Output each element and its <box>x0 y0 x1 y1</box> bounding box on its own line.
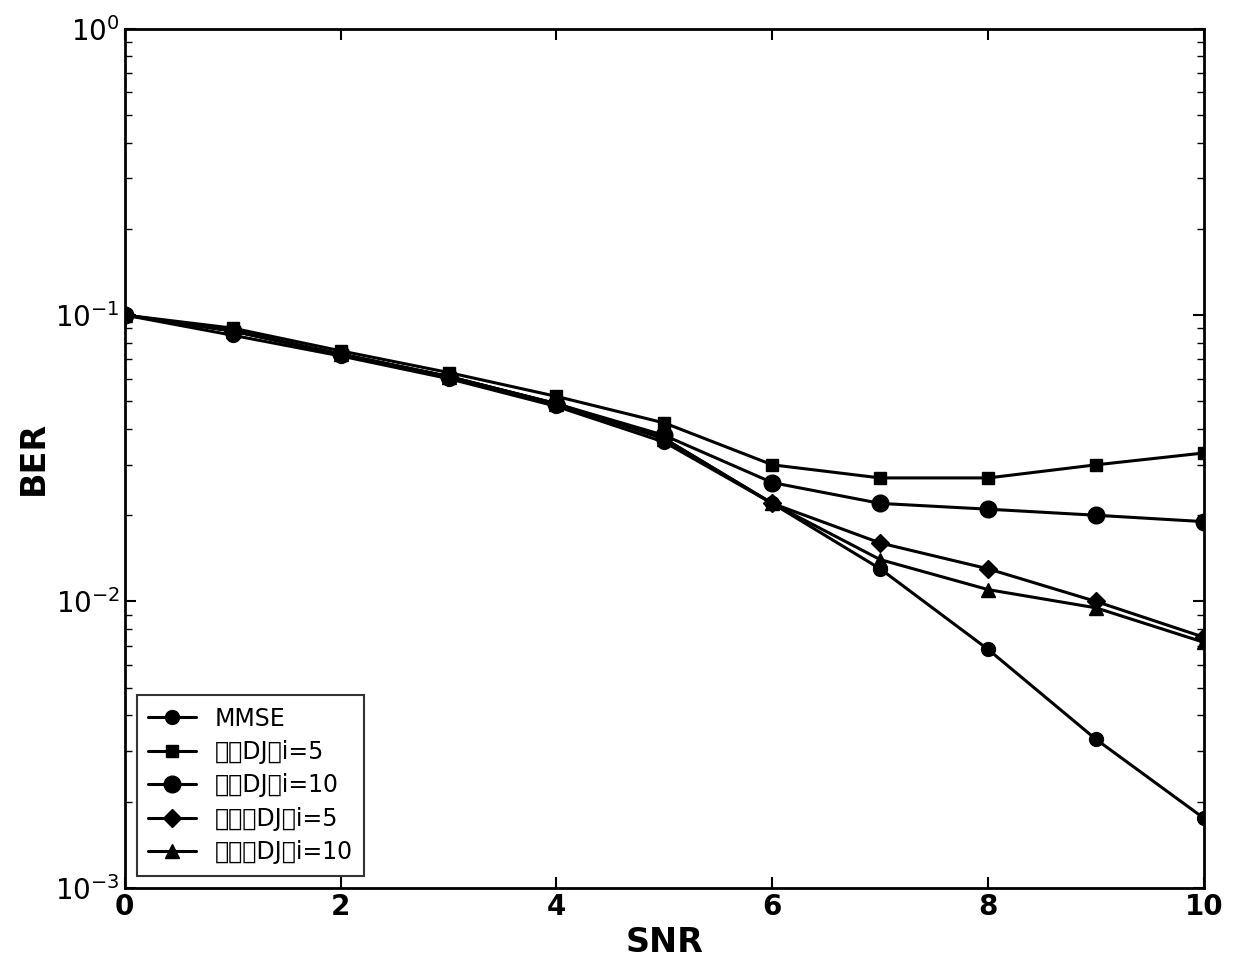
传统DJ，i=10 <box>441 371 456 383</box>
自适应DJ，i=5 <box>226 325 241 337</box>
传统DJ，i=10 <box>334 348 348 360</box>
MMSE <box>118 309 133 321</box>
传统DJ，i=5 <box>1089 459 1104 470</box>
传统DJ，i=10 <box>549 398 564 410</box>
Line: 传统DJ，i=5: 传统DJ，i=5 <box>119 308 1210 484</box>
传统DJ，i=10 <box>873 498 888 509</box>
传统DJ，i=10 <box>118 309 133 321</box>
Y-axis label: BER: BER <box>16 422 50 496</box>
自适应DJ，i=5 <box>549 398 564 410</box>
MMSE <box>549 400 564 412</box>
Line: 自适应DJ，i=5: 自适应DJ，i=5 <box>119 308 1210 643</box>
MMSE <box>765 498 780 509</box>
自适应DJ，i=10 <box>334 348 348 360</box>
自适应DJ，i=10 <box>441 371 456 383</box>
MMSE <box>334 350 348 362</box>
自适应DJ，i=5 <box>441 371 456 383</box>
MMSE <box>441 373 456 385</box>
Line: MMSE: MMSE <box>118 308 1211 826</box>
传统DJ，i=5 <box>118 309 133 321</box>
传统DJ，i=5 <box>1197 447 1211 459</box>
自适应DJ，i=5 <box>118 309 133 321</box>
自适应DJ，i=10 <box>549 398 564 410</box>
传统DJ，i=5 <box>981 472 996 484</box>
自适应DJ，i=5 <box>873 537 888 549</box>
MMSE <box>1089 734 1104 746</box>
自适应DJ，i=10 <box>1089 602 1104 614</box>
MMSE <box>657 436 672 448</box>
传统DJ，i=10 <box>657 429 672 441</box>
自适应DJ，i=5 <box>1089 595 1104 607</box>
传统DJ，i=5 <box>334 345 348 356</box>
自适应DJ，i=10 <box>118 309 133 321</box>
MMSE <box>873 563 888 575</box>
传统DJ，i=10 <box>765 476 780 488</box>
MMSE <box>226 330 241 342</box>
传统DJ，i=5 <box>441 367 456 379</box>
自适应DJ，i=5 <box>1197 631 1211 643</box>
传统DJ，i=10 <box>981 504 996 515</box>
传统DJ，i=10 <box>226 325 241 337</box>
传统DJ，i=5 <box>657 417 672 428</box>
X-axis label: SNR: SNR <box>625 926 703 959</box>
传统DJ，i=5 <box>226 322 241 334</box>
自适应DJ，i=10 <box>657 433 672 445</box>
自适应DJ，i=10 <box>981 584 996 595</box>
传统DJ，i=5 <box>765 459 780 470</box>
传统DJ，i=5 <box>873 472 888 484</box>
自适应DJ，i=10 <box>873 553 888 565</box>
自适应DJ，i=10 <box>1197 636 1211 648</box>
传统DJ，i=10 <box>1089 509 1104 521</box>
自适应DJ，i=5 <box>765 498 780 509</box>
传统DJ，i=10 <box>1197 515 1211 527</box>
Legend: MMSE, 传统DJ，i=5, 传统DJ，i=10, 自适应DJ，i=5, 自适应DJ，i=10: MMSE, 传统DJ，i=5, 传统DJ，i=10, 自适应DJ，i=5, 自适… <box>136 695 365 876</box>
自适应DJ，i=5 <box>334 348 348 360</box>
自适应DJ，i=10 <box>226 325 241 337</box>
自适应DJ，i=5 <box>657 433 672 445</box>
MMSE <box>1197 812 1211 824</box>
自适应DJ，i=10 <box>765 498 780 509</box>
MMSE <box>981 643 996 655</box>
传统DJ，i=5 <box>549 390 564 402</box>
Line: 传统DJ，i=10: 传统DJ，i=10 <box>117 306 1213 530</box>
Line: 自适应DJ，i=10: 自适应DJ，i=10 <box>118 308 1211 649</box>
自适应DJ，i=5 <box>981 563 996 575</box>
